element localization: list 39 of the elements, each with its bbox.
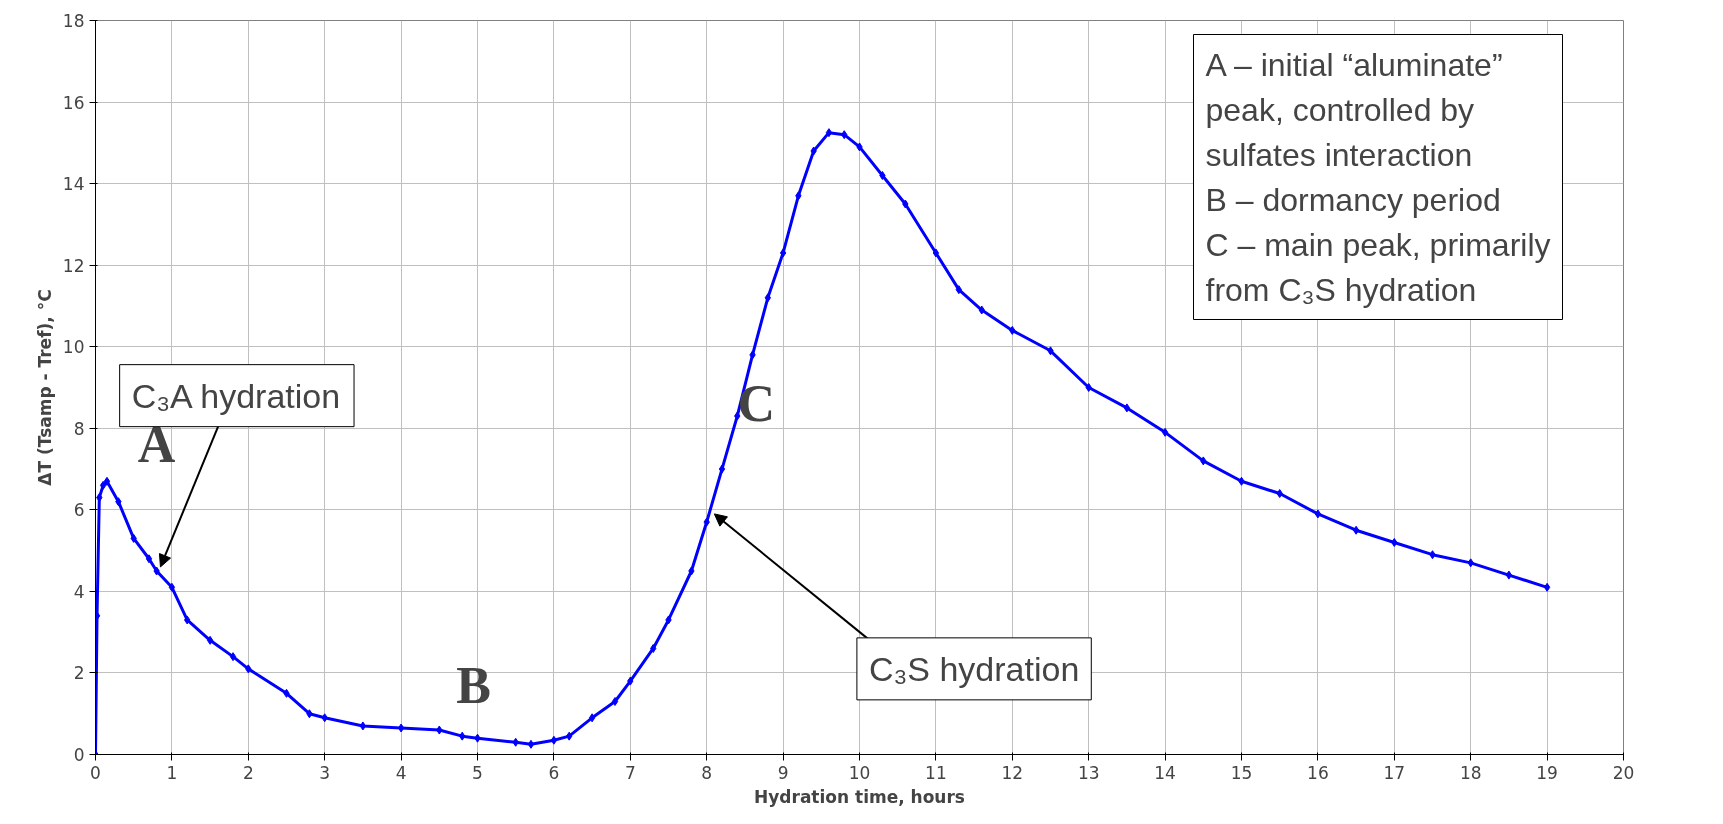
annotation: C bbox=[737, 375, 776, 433]
y-tick-label: 2 bbox=[73, 663, 85, 684]
y-tick-label: 8 bbox=[73, 418, 85, 439]
x-tick-label: 15 bbox=[1230, 762, 1253, 783]
x-tick-label: 11 bbox=[925, 762, 947, 783]
annotation: A bbox=[137, 416, 176, 474]
y-tick-label: 6 bbox=[73, 500, 85, 521]
y-tick-label: 4 bbox=[73, 581, 85, 602]
x-tick-label: 17 bbox=[1383, 762, 1406, 783]
y-tick-label: 14 bbox=[62, 174, 85, 195]
x-tick-label: 8 bbox=[701, 762, 713, 783]
x-tick-label: 5 bbox=[472, 762, 483, 783]
x-tick-label: 9 bbox=[777, 762, 789, 783]
x-tick-label: 16 bbox=[1307, 762, 1329, 783]
x-tick-label: 19 bbox=[1536, 762, 1558, 783]
y-tick-label: 16 bbox=[62, 92, 85, 113]
y-tick-label: 12 bbox=[62, 255, 85, 276]
x-tick-label: 10 bbox=[848, 762, 871, 783]
x-tick-label: 1 bbox=[166, 762, 178, 783]
x-axis-title: Hydration time, hours bbox=[754, 786, 965, 807]
x-tick-label: 18 bbox=[1459, 762, 1482, 783]
x-tick-label: 13 bbox=[1077, 762, 1100, 783]
annotation: C₃S hydration bbox=[868, 649, 1080, 688]
y-axis-title: ΔT (Tsamp - Tref), °C bbox=[34, 289, 55, 486]
annotation: C₃A hydration bbox=[131, 376, 341, 415]
x-tick-label: 7 bbox=[624, 762, 636, 783]
annotation: A – initial “aluminate” peak, controlled by sulfates interaction B – dormancy period C – main peak, primarily from C₃S hydration bbox=[1205, 46, 1551, 308]
y-tick-label: 10 bbox=[62, 337, 85, 358]
x-tick-label: 4 bbox=[395, 762, 407, 783]
x-tick-label: 0 bbox=[90, 762, 101, 783]
x-tick-label: 12 bbox=[1001, 762, 1024, 783]
x-tick-label: 20 bbox=[1612, 762, 1635, 783]
x-tick-label: 2 bbox=[242, 762, 254, 783]
x-tick-label: 14 bbox=[1154, 762, 1176, 783]
y-tick-label: 0 bbox=[73, 745, 85, 765]
y-tick-label: 18 bbox=[62, 11, 85, 31]
annotation: B bbox=[456, 656, 492, 714]
x-tick-label: 6 bbox=[548, 762, 560, 783]
x-tick-label: 3 bbox=[319, 762, 331, 783]
